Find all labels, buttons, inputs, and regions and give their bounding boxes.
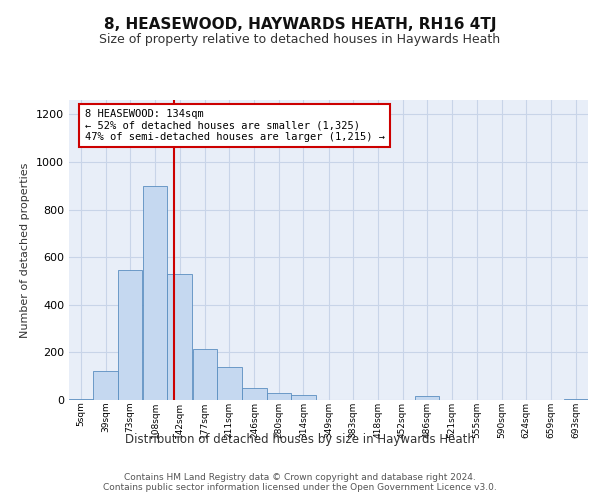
Bar — [193, 349, 217, 400]
Bar — [94, 372, 118, 400]
Bar — [143, 186, 167, 400]
Bar — [291, 395, 316, 400]
Text: Distribution of detached houses by size in Haywards Heath: Distribution of detached houses by size … — [125, 432, 475, 446]
Text: 8 HEASEWOOD: 134sqm
← 52% of detached houses are smaller (1,325)
47% of semi-det: 8 HEASEWOOD: 134sqm ← 52% of detached ho… — [85, 109, 385, 142]
Bar — [242, 388, 266, 400]
Bar — [69, 399, 94, 400]
Bar — [118, 270, 142, 400]
Bar — [266, 393, 291, 400]
Bar — [415, 396, 439, 400]
Bar — [217, 366, 242, 400]
Text: Size of property relative to detached houses in Haywards Heath: Size of property relative to detached ho… — [100, 32, 500, 46]
Text: 8, HEASEWOOD, HAYWARDS HEATH, RH16 4TJ: 8, HEASEWOOD, HAYWARDS HEATH, RH16 4TJ — [104, 18, 496, 32]
Y-axis label: Number of detached properties: Number of detached properties — [20, 162, 31, 338]
Bar — [563, 399, 588, 400]
Bar — [167, 274, 192, 400]
Text: Contains HM Land Registry data © Crown copyright and database right 2024.
Contai: Contains HM Land Registry data © Crown c… — [103, 472, 497, 492]
